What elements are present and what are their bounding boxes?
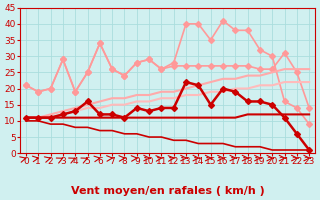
X-axis label: Vent moyen/en rafales ( km/h ): Vent moyen/en rafales ( km/h ) [71,186,264,196]
